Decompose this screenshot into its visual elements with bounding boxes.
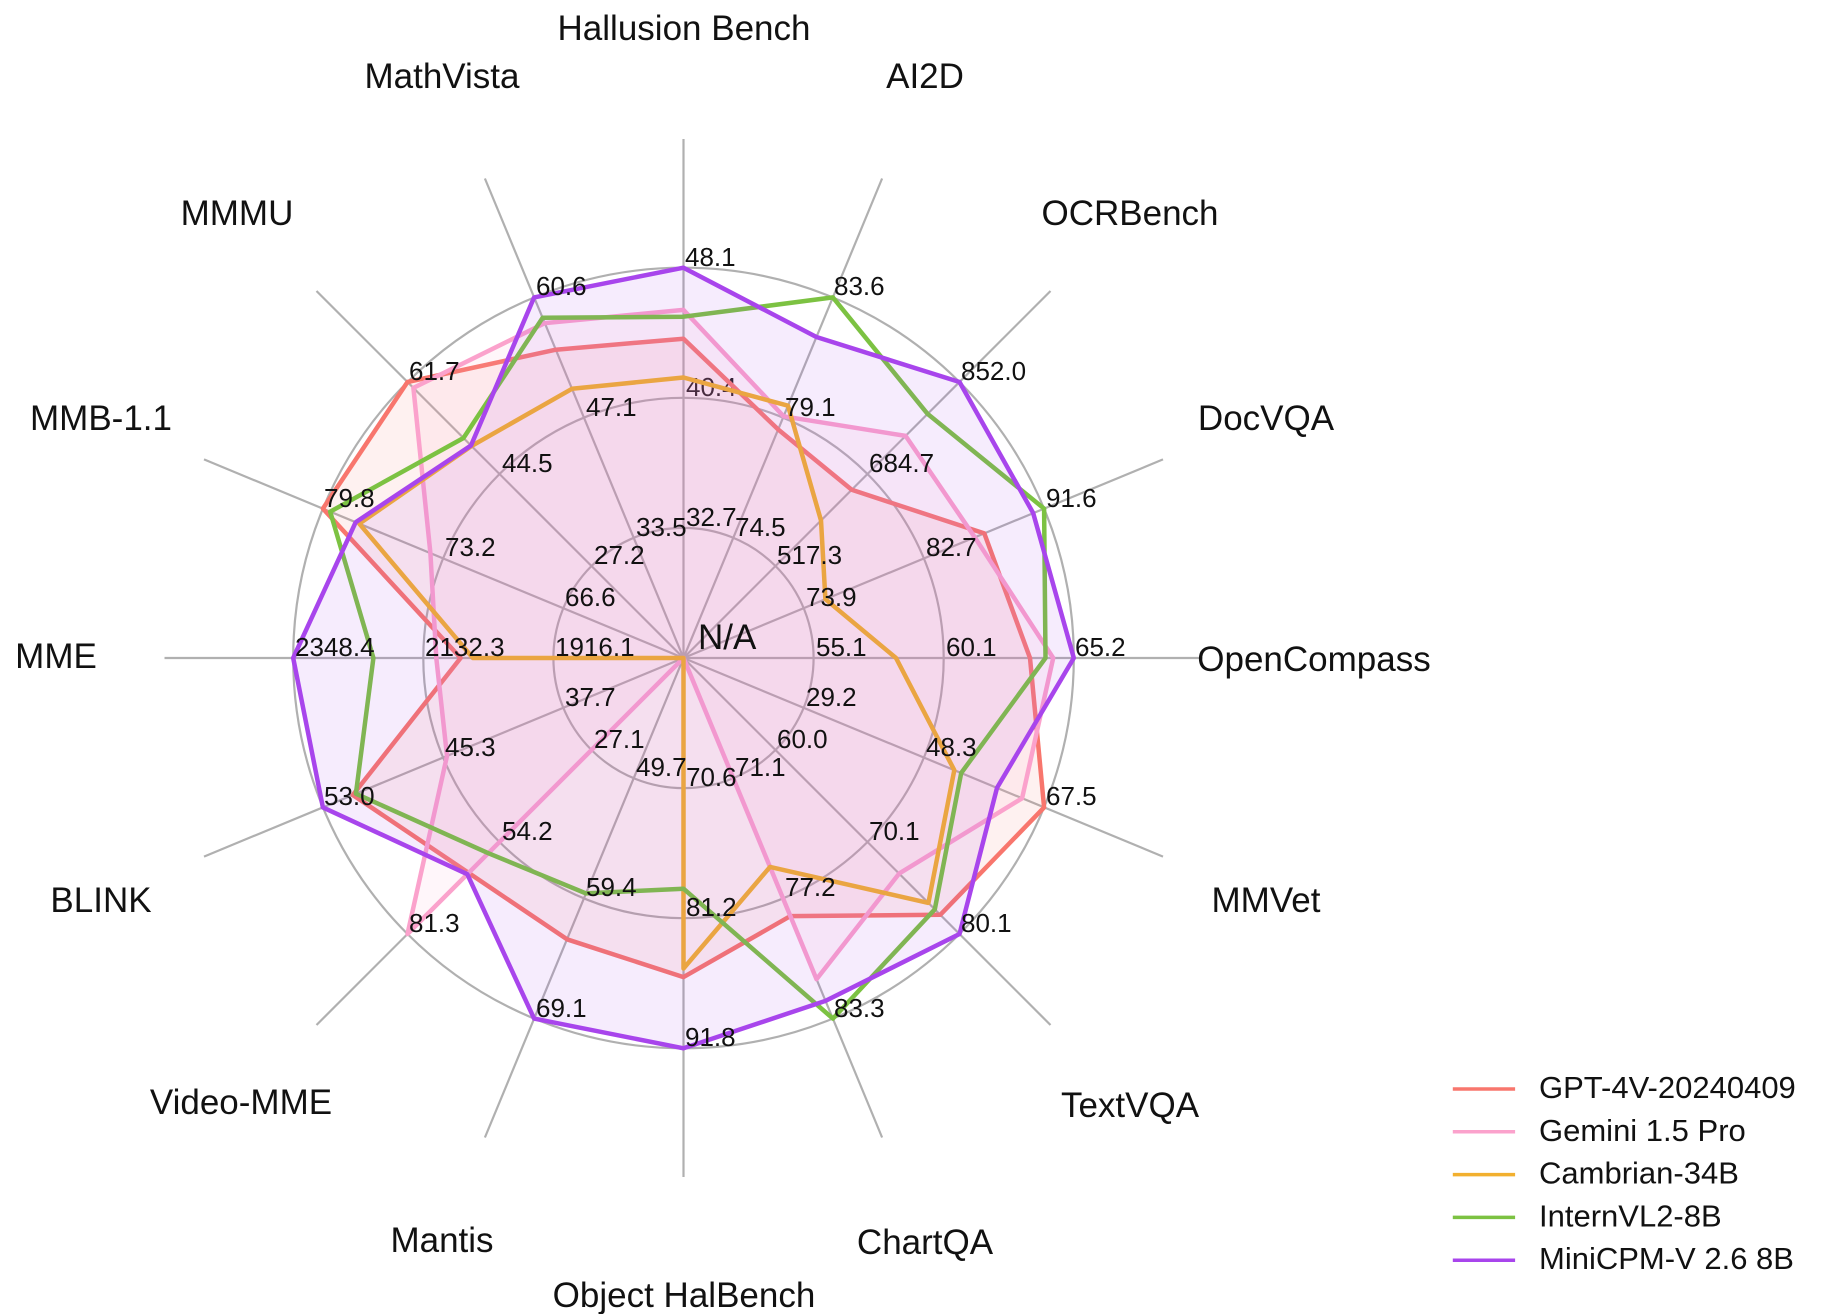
- svg-text:48.1: 48.1: [685, 242, 736, 272]
- svg-text:2348.4: 2348.4: [295, 632, 375, 662]
- svg-text:27.1: 27.1: [594, 724, 645, 754]
- svg-text:N/A: N/A: [698, 618, 757, 657]
- svg-text:60.0: 60.0: [777, 724, 828, 754]
- svg-text:80.1: 80.1: [961, 908, 1012, 938]
- svg-text:59.4: 59.4: [586, 872, 637, 902]
- svg-text:83.3: 83.3: [834, 993, 885, 1023]
- svg-text:71.1: 71.1: [735, 752, 786, 782]
- svg-text:67.5: 67.5: [1046, 781, 1097, 811]
- svg-text:91.6: 91.6: [1046, 483, 1097, 513]
- svg-text:60.6: 60.6: [536, 271, 587, 301]
- svg-text:45.3: 45.3: [445, 732, 496, 762]
- svg-text:OCRBench: OCRBench: [1041, 194, 1218, 233]
- svg-text:852.0: 852.0: [961, 356, 1026, 386]
- svg-text:65.2: 65.2: [1075, 632, 1126, 662]
- svg-text:49.7: 49.7: [636, 752, 687, 782]
- svg-text:Gemini 1.5 Pro: Gemini 1.5 Pro: [1539, 1113, 1746, 1148]
- svg-text:54.2: 54.2: [502, 816, 553, 846]
- svg-text:684.7: 684.7: [869, 448, 934, 478]
- svg-text:InternVL2-8B: InternVL2-8B: [1539, 1198, 1722, 1233]
- svg-text:517.3: 517.3: [777, 540, 842, 570]
- svg-text:MME: MME: [15, 637, 97, 676]
- svg-text:OpenCompass: OpenCompass: [1197, 640, 1430, 679]
- svg-text:TextVQA: TextVQA: [1061, 1086, 1200, 1125]
- svg-text:29.2: 29.2: [806, 682, 857, 712]
- svg-text:33.5: 33.5: [636, 512, 687, 542]
- svg-text:2132.3: 2132.3: [425, 632, 505, 662]
- svg-text:81.2: 81.2: [686, 892, 737, 922]
- svg-text:MMMU: MMMU: [181, 194, 294, 233]
- svg-text:Object HalBench: Object HalBench: [553, 1276, 816, 1314]
- svg-text:MMVet: MMVet: [1212, 881, 1321, 920]
- svg-text:27.2: 27.2: [594, 540, 645, 570]
- svg-text:32.7: 32.7: [686, 502, 737, 532]
- svg-text:82.7: 82.7: [926, 532, 977, 562]
- svg-text:74.5: 74.5: [735, 512, 786, 542]
- svg-text:70.6: 70.6: [686, 762, 737, 792]
- svg-text:MMB-1.1: MMB-1.1: [30, 399, 172, 438]
- svg-text:83.6: 83.6: [834, 271, 885, 301]
- svg-text:53.0: 53.0: [324, 781, 375, 811]
- svg-text:MathVista: MathVista: [365, 57, 521, 96]
- svg-text:37.7: 37.7: [565, 682, 616, 712]
- svg-text:66.6: 66.6: [565, 582, 616, 612]
- svg-text:69.1: 69.1: [536, 993, 587, 1023]
- svg-text:55.1: 55.1: [816, 632, 867, 662]
- svg-text:47.1: 47.1: [586, 392, 637, 422]
- svg-text:79.8: 79.8: [324, 483, 375, 513]
- svg-text:48.3: 48.3: [926, 732, 977, 762]
- svg-text:GPT-4V-20240409: GPT-4V-20240409: [1539, 1070, 1796, 1105]
- svg-text:AI2D: AI2D: [886, 57, 964, 96]
- svg-text:73.9: 73.9: [806, 582, 857, 612]
- svg-text:91.8: 91.8: [685, 1022, 736, 1052]
- svg-text:77.2: 77.2: [785, 872, 836, 902]
- svg-text:79.1: 79.1: [785, 392, 836, 422]
- svg-text:DocVQA: DocVQA: [1198, 399, 1335, 438]
- svg-text:61.7: 61.7: [409, 356, 460, 386]
- svg-text:Video-MME: Video-MME: [150, 1083, 332, 1122]
- svg-text:70.1: 70.1: [869, 816, 920, 846]
- svg-text:Mantis: Mantis: [390, 1221, 493, 1260]
- svg-text:BLINK: BLINK: [50, 881, 151, 920]
- svg-text:60.1: 60.1: [946, 632, 997, 662]
- svg-text:73.2: 73.2: [445, 532, 496, 562]
- svg-text:Hallusion Bench: Hallusion Bench: [558, 9, 811, 48]
- svg-text:44.5: 44.5: [502, 448, 553, 478]
- svg-text:ChartQA: ChartQA: [857, 1223, 994, 1262]
- svg-text:81.3: 81.3: [409, 908, 460, 938]
- svg-text:Cambrian-34B: Cambrian-34B: [1539, 1156, 1739, 1191]
- svg-text:1916.1: 1916.1: [555, 632, 635, 662]
- svg-text:MiniCPM-V 2.6 8B: MiniCPM-V 2.6 8B: [1539, 1241, 1794, 1276]
